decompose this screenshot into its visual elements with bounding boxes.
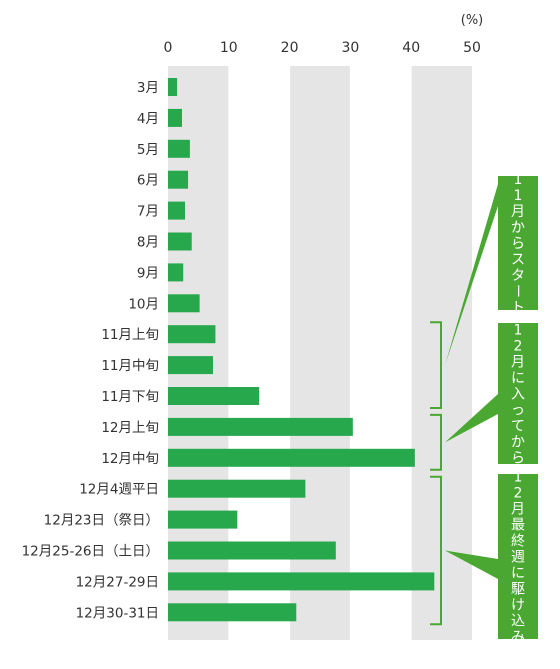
callout-char: 1 xyxy=(514,470,523,486)
bar xyxy=(168,325,216,344)
unit-label: (%) xyxy=(461,13,484,28)
x-tick-label: 0 xyxy=(164,40,173,56)
category-label: 8月 xyxy=(137,235,159,251)
bar xyxy=(168,232,192,251)
callout-char: 2 xyxy=(514,486,523,502)
bracket xyxy=(430,321,442,409)
callout-char: 入 xyxy=(511,387,525,403)
category-label: 7月 xyxy=(137,204,159,220)
callout-char: 込 xyxy=(511,614,525,630)
category-label: 6月 xyxy=(137,173,159,189)
bar xyxy=(168,139,190,158)
x-tick-label: 20 xyxy=(281,40,299,56)
callout-char: ら xyxy=(511,451,525,467)
category-label: 12月30-31日 xyxy=(76,605,159,621)
category-label: 12月23日（祭日） xyxy=(44,513,159,529)
callout-char: 駆 xyxy=(511,582,525,598)
bar xyxy=(168,603,297,622)
callout-char: か xyxy=(511,220,525,236)
bar xyxy=(168,263,184,282)
x-axis-ticks: 0 10 20 30 40 50 xyxy=(164,40,481,56)
bar xyxy=(168,387,260,405)
callout-char: ス xyxy=(511,252,525,268)
callout-char: タ xyxy=(511,268,525,284)
callout-pointer xyxy=(445,184,498,366)
callout-char: ト xyxy=(511,300,525,316)
callout-box xyxy=(498,323,538,464)
category-label: 11月上旬 xyxy=(101,327,159,343)
category-labels: 3月 4月 5月 6月 7月 8月 9月 10月 11月上旬 11月中旬 11月下旬 12月上旬 12月… xyxy=(22,80,159,621)
category-label: 12月上旬 xyxy=(101,420,159,436)
callout-char: か xyxy=(511,435,525,451)
bar xyxy=(168,448,415,467)
category-label: 12月27-29日 xyxy=(76,574,159,590)
callout-pointer xyxy=(445,550,498,579)
callout-char: み xyxy=(511,630,525,646)
x-tick-label: 10 xyxy=(220,40,238,56)
callout-char: 月 xyxy=(511,502,525,518)
bar xyxy=(168,572,435,591)
bracket xyxy=(430,475,442,626)
annotation-brackets xyxy=(430,321,442,626)
category-label: 5月 xyxy=(137,142,159,158)
category-label: 3月 xyxy=(137,80,159,96)
callout-char: け xyxy=(511,598,525,614)
category-label: 11月下旬 xyxy=(101,389,159,405)
bar xyxy=(168,479,306,498)
bar xyxy=(168,541,336,560)
grid-bands xyxy=(168,66,472,640)
callout-char: 2 xyxy=(514,339,523,355)
bar xyxy=(168,510,238,529)
category-label: 9月 xyxy=(137,265,159,281)
category-label: 4月 xyxy=(137,111,159,127)
callout-char: に xyxy=(511,566,525,582)
bar xyxy=(168,108,182,127)
callout-char: 終 xyxy=(511,534,525,550)
callout-box xyxy=(498,474,538,639)
category-label: 12月25-26日（土日） xyxy=(22,544,159,560)
callout-char: ら xyxy=(511,236,525,252)
bar xyxy=(168,356,213,375)
callout-char: 週 xyxy=(511,550,525,566)
bracket xyxy=(430,413,442,471)
callout-char: っ xyxy=(511,403,525,419)
x-tick-label: 30 xyxy=(341,40,359,56)
bar xyxy=(168,201,186,220)
category-label: 12月4週平日 xyxy=(79,482,159,498)
callout-char: ー xyxy=(509,284,525,298)
callout-char: 1 xyxy=(514,323,523,339)
callout-char: 月 xyxy=(511,355,525,371)
bar xyxy=(168,78,178,96)
bar xyxy=(168,417,353,436)
callout-box xyxy=(498,176,538,310)
bar xyxy=(168,294,200,313)
callout-char: 最 xyxy=(511,518,525,534)
callout-char: 1 xyxy=(514,172,523,188)
x-tick-label: 50 xyxy=(463,40,481,56)
bar xyxy=(168,170,189,189)
category-label: 12月中旬 xyxy=(101,451,159,467)
category-label: 11月中旬 xyxy=(101,358,159,374)
callout-char: に xyxy=(511,371,525,387)
callout-char: て xyxy=(511,419,525,435)
x-tick-label: 40 xyxy=(402,40,420,56)
category-label: 10月 xyxy=(128,296,159,312)
callout-pointer xyxy=(445,394,498,443)
bars xyxy=(168,78,435,622)
callout-char: 月 xyxy=(511,204,525,220)
callout-char: 1 xyxy=(514,188,523,204)
